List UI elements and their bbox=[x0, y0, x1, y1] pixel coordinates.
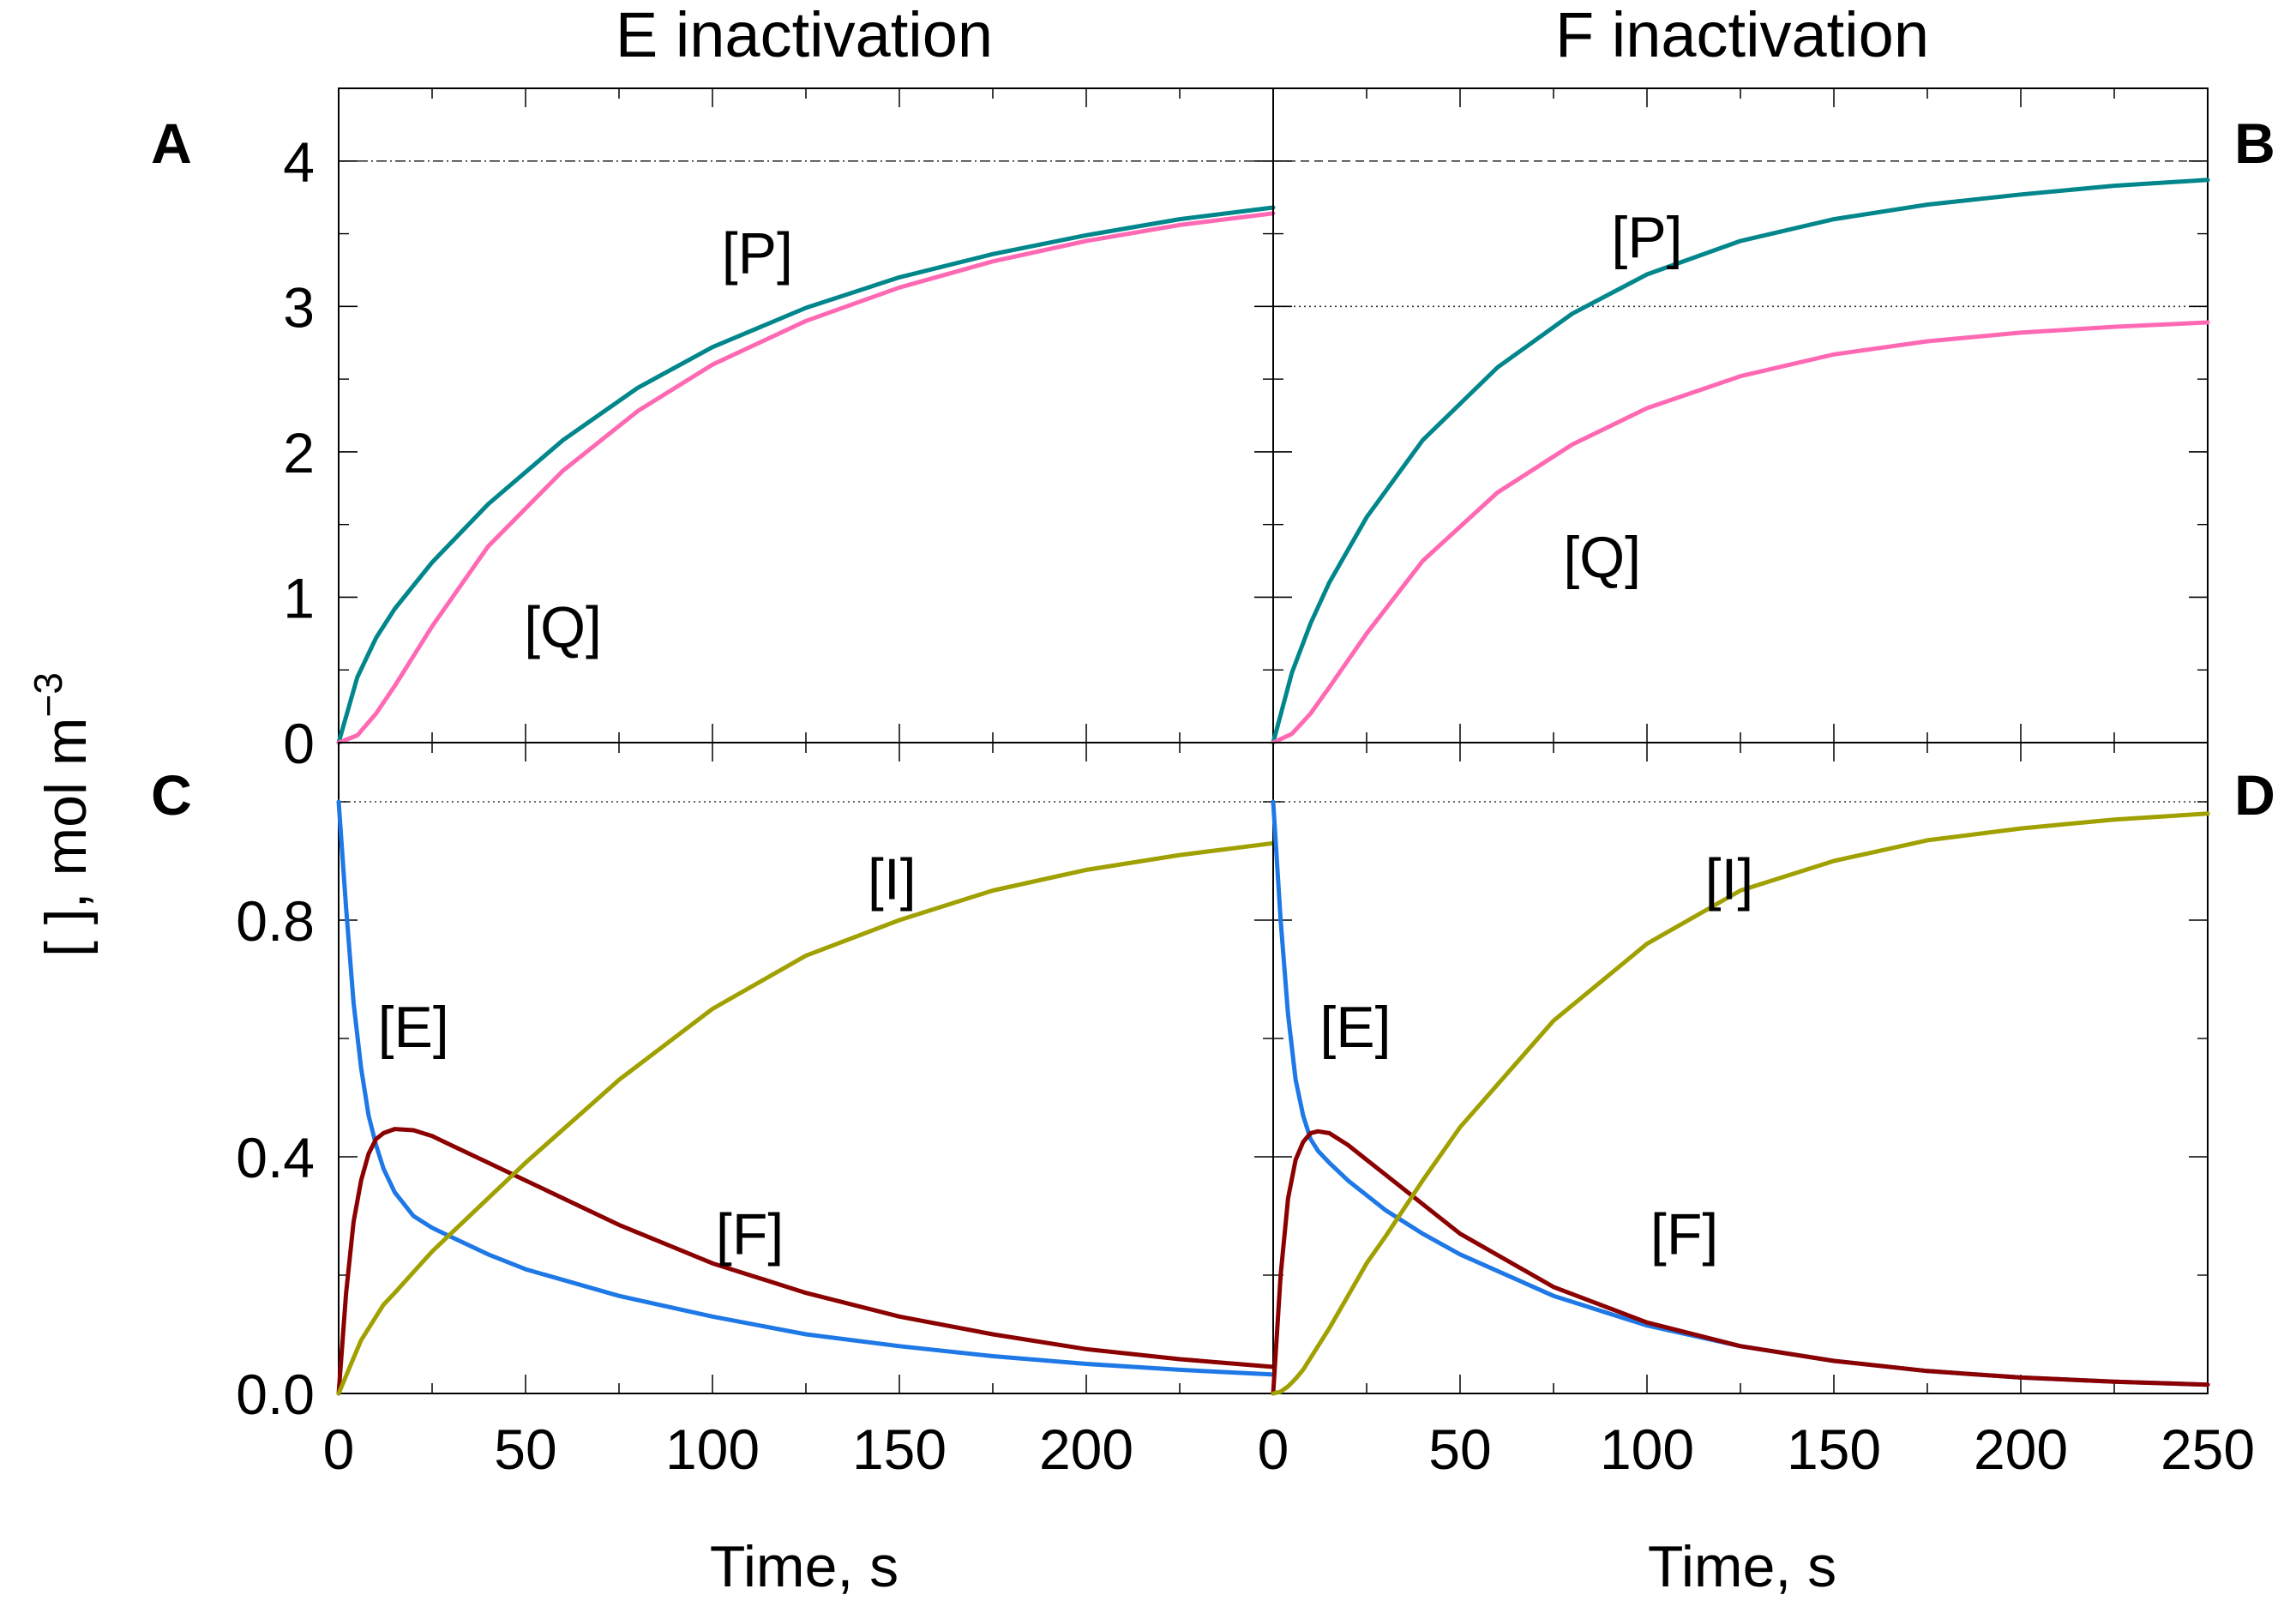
x-tick-label: 100 bbox=[1600, 1417, 1694, 1481]
col-title-left: E inactivation bbox=[616, 0, 993, 70]
series-annotation-i: [I] bbox=[1705, 847, 1754, 912]
x-axis-label-left: Time, s bbox=[710, 1534, 899, 1599]
series-annotation-f: [F] bbox=[1650, 1202, 1718, 1267]
y-tick-label: 1 bbox=[283, 566, 315, 629]
y-tick-label: 3 bbox=[283, 275, 315, 339]
series-annotation-e: [E] bbox=[1319, 995, 1391, 1060]
series-line-q bbox=[336, 211, 1276, 745]
y-tick-label: 4 bbox=[283, 130, 315, 194]
panel-b: B [P] [Q] bbox=[1271, 87, 2275, 745]
series-line-i bbox=[1271, 811, 2210, 1396]
panel-d: D 0 50 100 150 200 250 [E] [F] [I] bbox=[1258, 742, 2275, 1481]
panels-group: A 0 1 2 3 4 [P] [Q] B [P] [Q] C 0.0 0.4 0.8 0 50 100 150 20… bbox=[151, 87, 2275, 1481]
y-axis-label: [ ], mol m−3 bbox=[26, 672, 99, 957]
series-line-i bbox=[336, 840, 1276, 1396]
panel-letter: B bbox=[2234, 111, 2275, 175]
y-axis-label-text: [ ], mol m bbox=[33, 717, 99, 957]
series-annotation-i: [I] bbox=[868, 847, 917, 912]
plot-frame bbox=[1272, 742, 2209, 1394]
panel-letter: A bbox=[151, 111, 192, 175]
series-line-p bbox=[336, 205, 1276, 745]
x-tick-label: 50 bbox=[494, 1417, 556, 1481]
x-axis-label-right: Time, s bbox=[1648, 1534, 1836, 1599]
series-annotation-p: [P] bbox=[722, 221, 793, 286]
y-tick-label: 0 bbox=[283, 712, 315, 775]
series-annotation-p: [P] bbox=[1611, 205, 1682, 270]
series-line-f bbox=[1271, 1128, 2210, 1396]
y-axis-label-superscript: −3 bbox=[26, 672, 70, 717]
col-title-right: F inactivation bbox=[1555, 0, 1929, 70]
plot-frame bbox=[1272, 87, 2209, 743]
series-annotation-f: [F] bbox=[716, 1202, 784, 1267]
y-tick-label: 0.4 bbox=[236, 1126, 315, 1189]
x-tick-label: 100 bbox=[665, 1417, 760, 1481]
y-tick-label: 2 bbox=[283, 421, 315, 485]
series-line-f bbox=[336, 1127, 1276, 1396]
series-annotation-q: [Q] bbox=[1563, 525, 1641, 590]
x-tick-label: 0 bbox=[323, 1417, 355, 1481]
panel-letter: C bbox=[151, 763, 192, 827]
plot-frame bbox=[338, 87, 1274, 743]
x-tick-label: 0 bbox=[1258, 1417, 1289, 1481]
x-tick-label: 150 bbox=[1787, 1417, 1881, 1481]
x-tick-label: 200 bbox=[1974, 1417, 2068, 1481]
y-tick-label: 0.0 bbox=[236, 1363, 315, 1426]
series-line-q bbox=[1271, 320, 2210, 745]
series-annotation-e: [E] bbox=[378, 995, 449, 1060]
panel-c: C 0.0 0.4 0.8 0 50 100 150 200 [E] [F] [I] bbox=[151, 742, 1276, 1481]
panel-a: A 0 1 2 3 4 [P] [Q] bbox=[151, 87, 1276, 775]
panel-letter: D bbox=[2234, 763, 2275, 827]
x-tick-label: 50 bbox=[1428, 1417, 1491, 1481]
x-tick-label: 150 bbox=[852, 1417, 947, 1481]
y-tick-label: 0.8 bbox=[236, 889, 315, 953]
x-tick-label: 200 bbox=[1039, 1417, 1133, 1481]
plot-frame bbox=[338, 742, 1274, 1394]
series-line-e bbox=[336, 799, 1276, 1377]
x-tick-label: 250 bbox=[2161, 1417, 2255, 1481]
series-line-p bbox=[1271, 178, 2210, 745]
series-annotation-q: [Q] bbox=[524, 594, 602, 659]
